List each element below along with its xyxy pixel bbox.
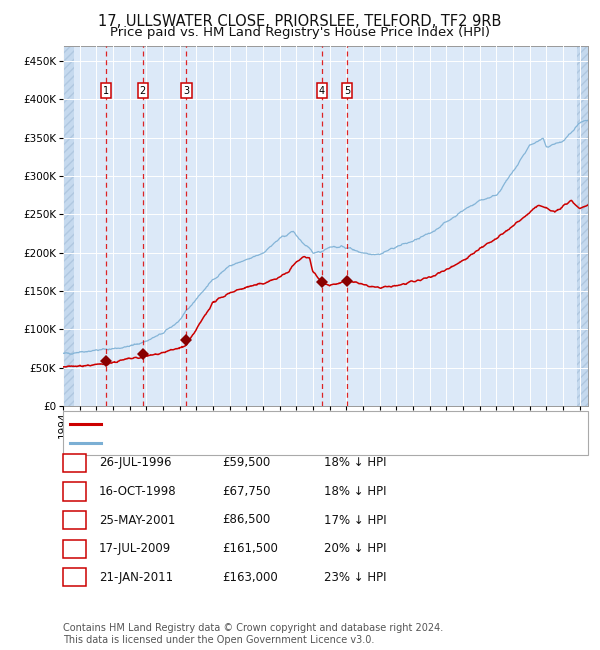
Text: 18% ↓ HPI: 18% ↓ HPI	[324, 456, 386, 469]
Text: Price paid vs. HM Land Registry's House Price Index (HPI): Price paid vs. HM Land Registry's House …	[110, 26, 490, 39]
Text: Contains HM Land Registry data © Crown copyright and database right 2024.: Contains HM Land Registry data © Crown c…	[63, 623, 443, 633]
Text: £67,750: £67,750	[222, 485, 271, 498]
Text: 18% ↓ HPI: 18% ↓ HPI	[324, 485, 386, 498]
Text: 5: 5	[71, 571, 78, 584]
Text: 5: 5	[344, 86, 350, 96]
Text: 17, ULLSWATER CLOSE, PRIORSLEE, TELFORD, TF2 9RB: 17, ULLSWATER CLOSE, PRIORSLEE, TELFORD,…	[98, 14, 502, 29]
Text: £163,000: £163,000	[222, 571, 278, 584]
Text: 17% ↓ HPI: 17% ↓ HPI	[324, 514, 386, 526]
Text: 2: 2	[140, 86, 146, 96]
Text: 20% ↓ HPI: 20% ↓ HPI	[324, 542, 386, 555]
Bar	[63, 46, 74, 406]
Text: 25-MAY-2001: 25-MAY-2001	[99, 514, 175, 526]
Text: 4: 4	[319, 86, 325, 96]
Text: 16-OCT-1998: 16-OCT-1998	[99, 485, 176, 498]
Text: 21-JAN-2011: 21-JAN-2011	[99, 571, 173, 584]
Text: 4: 4	[71, 542, 78, 555]
Text: 1: 1	[103, 86, 109, 96]
Text: £59,500: £59,500	[222, 456, 270, 469]
Text: 1: 1	[71, 456, 78, 469]
Text: 17-JUL-2009: 17-JUL-2009	[99, 542, 171, 555]
Text: £161,500: £161,500	[222, 542, 278, 555]
Text: 23% ↓ HPI: 23% ↓ HPI	[324, 571, 386, 584]
Text: £86,500: £86,500	[222, 514, 270, 526]
Text: 3: 3	[71, 514, 78, 526]
Text: 17, ULLSWATER CLOSE, PRIORSLEE, TELFORD, TF2 9RB (detached house): 17, ULLSWATER CLOSE, PRIORSLEE, TELFORD,…	[106, 419, 516, 429]
Text: 26-JUL-1996: 26-JUL-1996	[99, 456, 172, 469]
Bar	[577, 46, 588, 406]
Text: 3: 3	[183, 86, 190, 96]
Text: This data is licensed under the Open Government Licence v3.0.: This data is licensed under the Open Gov…	[63, 635, 374, 645]
Text: 2: 2	[71, 485, 78, 498]
Text: HPI: Average price, detached house, Telford and Wrekin: HPI: Average price, detached house, Telf…	[106, 437, 416, 448]
